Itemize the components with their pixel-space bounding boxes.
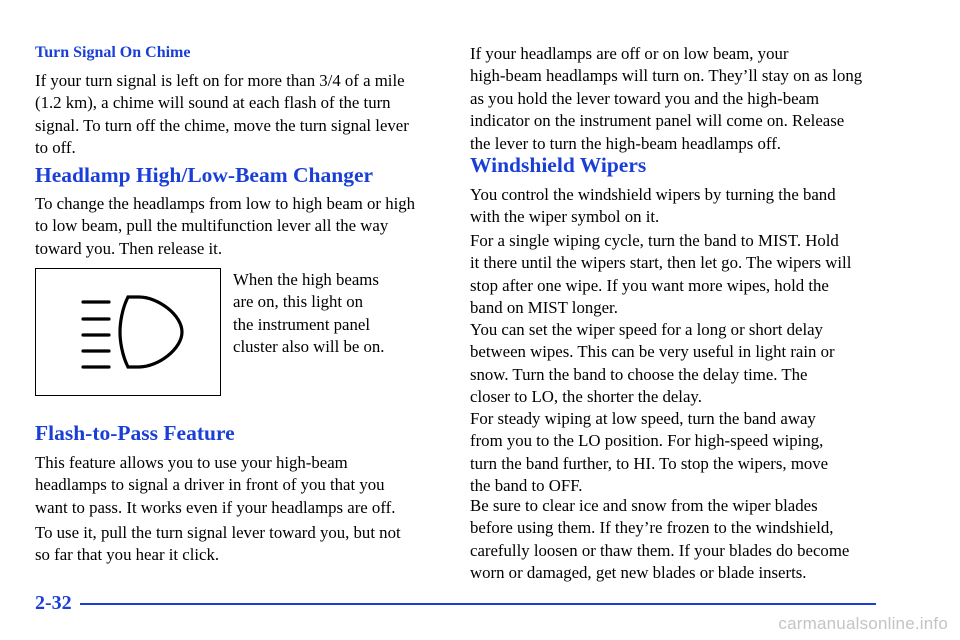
turn-signal-chime-heading: Turn Signal On Chime bbox=[35, 44, 191, 61]
high-beam-caption: When the high beams are on, this light o… bbox=[233, 269, 433, 359]
text-line: want to pass. It works even if your head… bbox=[35, 497, 396, 517]
wipers-paragraph-3: You can set the wiper speed for a long o… bbox=[470, 319, 880, 409]
text-line: before using them. If they’re frozen to … bbox=[470, 518, 834, 538]
text-line: toward you. Then release it. bbox=[35, 238, 223, 258]
high-beam-figure bbox=[35, 268, 221, 396]
headlamp-changer-heading: Headlamp High/Low-Beam Changer bbox=[35, 163, 374, 187]
text-line: to low beam, pull the multifunction leve… bbox=[35, 216, 389, 236]
text-line: headlamps to signal a driver in front of… bbox=[35, 475, 385, 495]
high-beam-indicator-icon bbox=[81, 295, 184, 369]
text-line: carefully loosen or thaw them. If your b… bbox=[470, 540, 850, 560]
text-line: the instrument panel bbox=[233, 314, 371, 334]
flash-to-pass-paragraph-1: This feature allows you to use your high… bbox=[35, 452, 440, 519]
text-line: To change the headlamps from low to high… bbox=[35, 194, 416, 213]
text-line: Be sure to clear ice and snow from the w… bbox=[470, 496, 818, 515]
text-line: to off. bbox=[35, 138, 76, 158]
text-line: cluster also will be on. bbox=[233, 337, 385, 357]
turn-signal-chime-paragraph: If your turn signal is left on for more … bbox=[35, 70, 440, 160]
text-line: between wipes. This can be very useful i… bbox=[470, 342, 835, 362]
text-line: If your turn signal is left on for more … bbox=[35, 71, 405, 90]
text-line: it there until the wipers start, then le… bbox=[470, 253, 852, 273]
watermark: carmanualsonline.info bbox=[778, 614, 948, 633]
text-line: the lever to turn the high-beam headlamp… bbox=[470, 133, 781, 153]
text-line: closer to LO, the shorter the delay. bbox=[470, 387, 702, 407]
text-line: For steady wiping at low speed, turn the… bbox=[470, 409, 816, 428]
text-line: This feature allows you to use your high… bbox=[35, 453, 348, 472]
text-line: You can set the wiper speed for a long o… bbox=[470, 320, 823, 339]
text-line: are on, this light on bbox=[233, 292, 364, 312]
text-line: band on MIST longer. bbox=[470, 298, 618, 318]
text-line: For a single wiping cycle, turn the band… bbox=[470, 231, 839, 250]
text-line: with the wiper symbol on it. bbox=[470, 207, 660, 227]
text-line: indicator on the instrument panel will c… bbox=[470, 111, 845, 131]
text-line: worn or damaged, get new blades or blade… bbox=[470, 563, 807, 583]
footer-rule bbox=[80, 603, 876, 605]
flash-to-pass-paragraph-2: To use it, pull the turn signal lever to… bbox=[35, 522, 440, 567]
text-line: as you hold the lever toward you and the… bbox=[470, 88, 820, 108]
text-line: high-beam headlamps will turn on. They’l… bbox=[470, 66, 863, 86]
flash-to-pass-continued-paragraph: If your headlamps are off or on low beam… bbox=[470, 43, 880, 155]
wipers-paragraph-4: For steady wiping at low speed, turn the… bbox=[470, 408, 880, 498]
wipers-paragraph-2: For a single wiping cycle, turn the band… bbox=[470, 230, 880, 320]
wipers-paragraph-1: You control the windshield wipers by tur… bbox=[470, 184, 880, 229]
flash-to-pass-heading: Flash-to-Pass Feature bbox=[35, 421, 235, 445]
text-line: (1.2 km), a chime will sound at each fla… bbox=[35, 93, 391, 113]
text-line: the band to OFF. bbox=[470, 476, 583, 496]
text-line: To use it, pull the turn signal lever to… bbox=[35, 523, 401, 542]
headlamp-changer-paragraph: To change the headlamps from low to high… bbox=[35, 193, 440, 260]
windshield-wipers-heading: Windshield Wipers bbox=[470, 153, 647, 177]
text-line: stop after one wipe. If you want more wi… bbox=[470, 275, 829, 295]
text-line: so far that you hear it click. bbox=[35, 545, 220, 565]
text-line: turn the band further, to HI. To stop th… bbox=[470, 453, 829, 473]
text-line: from you to the LO position. For high-sp… bbox=[470, 431, 824, 451]
text-line: snow. Turn the band to choose the delay … bbox=[470, 364, 808, 384]
text-line: If your headlamps are off or on low beam… bbox=[470, 44, 789, 63]
page-number: 2-32 bbox=[35, 592, 72, 614]
wipers-paragraph-5: Be sure to clear ice and snow from the w… bbox=[470, 495, 880, 585]
text-line: signal. To turn off the chime, move the … bbox=[35, 115, 409, 135]
text-line: When the high beams bbox=[233, 270, 379, 289]
text-line: You control the windshield wipers by tur… bbox=[470, 185, 836, 204]
